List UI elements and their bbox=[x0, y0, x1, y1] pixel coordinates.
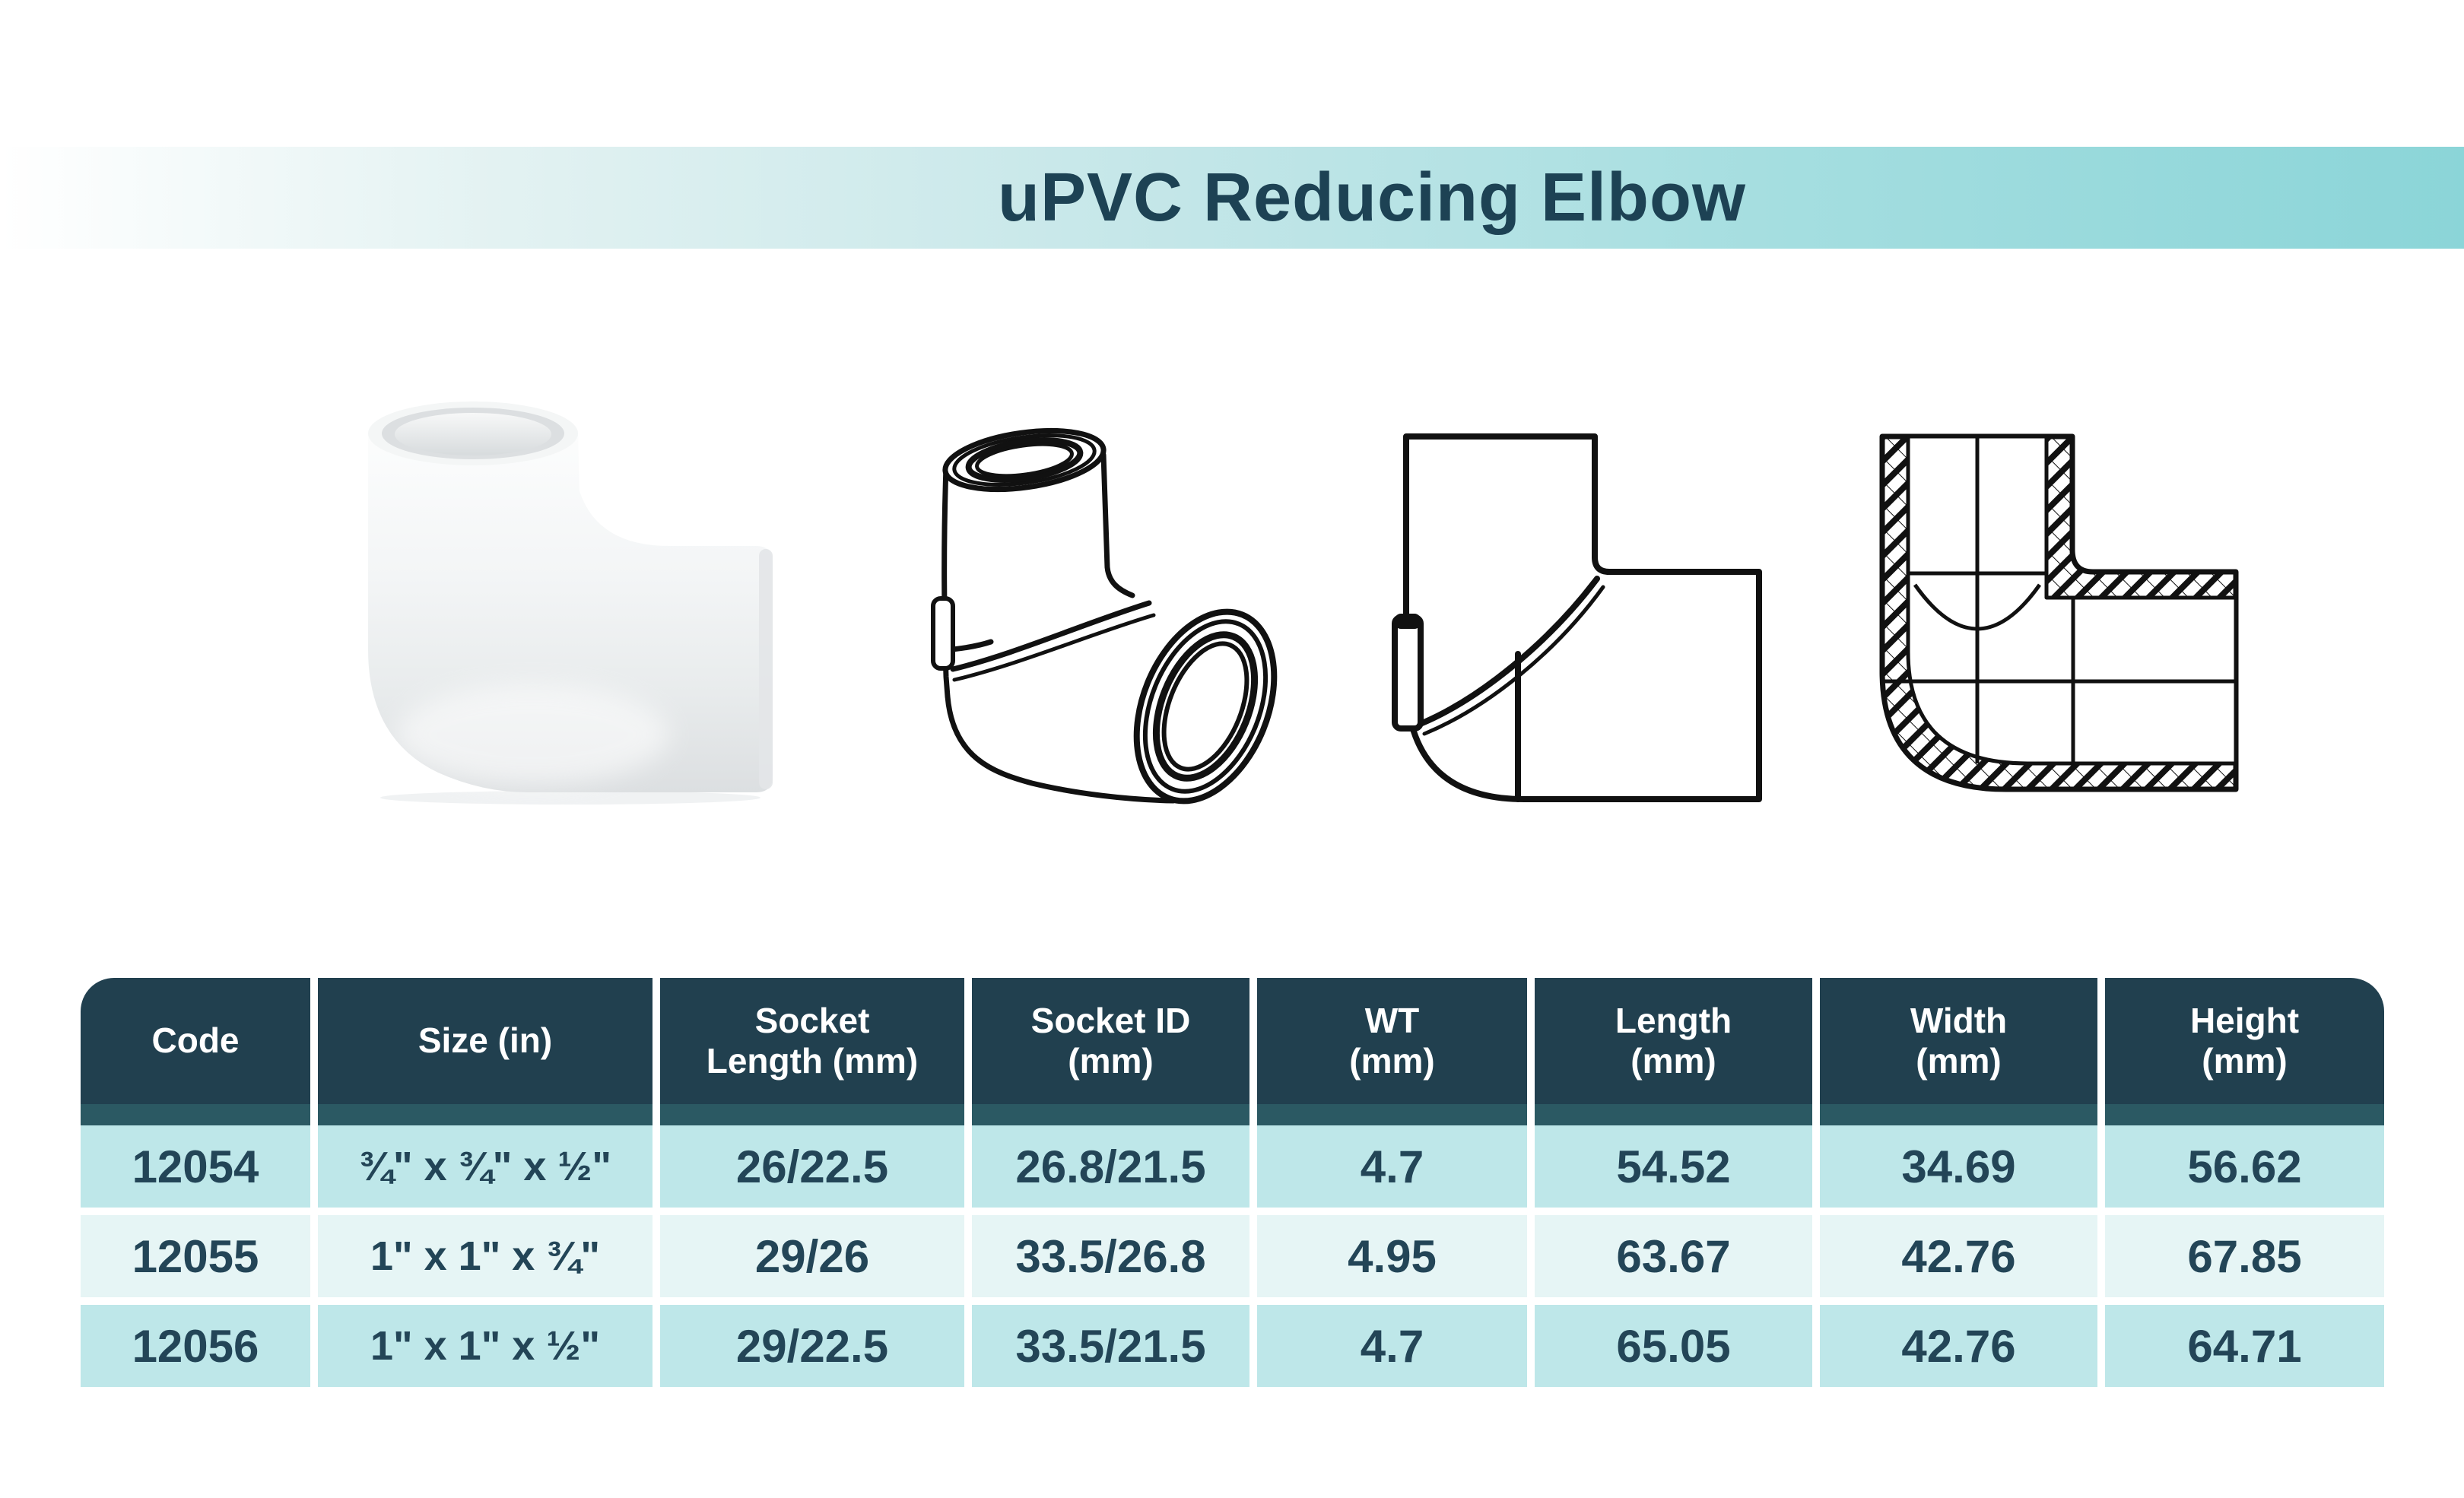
outline-transition-1 bbox=[950, 600, 1152, 672]
column-width: Width (mm) 34.69 42.76 42.76 bbox=[1820, 978, 2097, 1387]
header-label: (mm) bbox=[1630, 1041, 1716, 1081]
section-detail-lines bbox=[1882, 436, 2236, 763]
column-header: Height (mm) bbox=[2105, 978, 2384, 1104]
table-cell: 54.52 bbox=[1535, 1125, 1812, 1208]
product-photo-3d bbox=[342, 379, 783, 805]
table-cell: 42.76 bbox=[1820, 1305, 2097, 1387]
header-label: (mm) bbox=[1916, 1041, 2002, 1081]
table-cell: 4.7 bbox=[1257, 1305, 1527, 1387]
header-label: Size (in) bbox=[418, 1020, 553, 1061]
header-strip bbox=[318, 1104, 653, 1125]
header-label: (mm) bbox=[2202, 1041, 2288, 1081]
column-header: WT (mm) bbox=[1257, 978, 1527, 1104]
table-cell: 67.85 bbox=[2105, 1215, 2384, 1297]
table-cell: 33.5/26.8 bbox=[972, 1215, 1249, 1297]
table-cell: 12054 bbox=[81, 1125, 310, 1208]
header-label: (mm) bbox=[1068, 1041, 1154, 1081]
header-label: Length bbox=[1615, 1000, 1732, 1040]
table-cell: 26.8/21.5 bbox=[972, 1125, 1249, 1208]
column-code: Code 12054 12055 12056 bbox=[81, 978, 310, 1387]
outline-drawing bbox=[916, 418, 1289, 814]
table-cell: 42.76 bbox=[1820, 1215, 2097, 1297]
header-label: Socket ID bbox=[1030, 1000, 1191, 1040]
table-cell: 1" x 1" x ¾" bbox=[318, 1215, 653, 1297]
column-length: Length (mm) 54.52 63.67 65.05 bbox=[1535, 978, 1812, 1387]
table-cell: 34.69 bbox=[1820, 1125, 2097, 1208]
side-tab-cap bbox=[1395, 614, 1421, 629]
outline-top-opening bbox=[942, 427, 1107, 493]
cross-section-drawing bbox=[1871, 422, 2251, 802]
side-outline bbox=[1403, 433, 1762, 802]
header-label: Code bbox=[151, 1020, 240, 1061]
header-strip bbox=[1535, 1104, 1812, 1125]
column-header: Length (mm) bbox=[1535, 978, 1812, 1104]
side-transition-1 bbox=[1419, 576, 1600, 726]
side-tab bbox=[1392, 614, 1424, 732]
table-cell: 1" x 1" x ½" bbox=[318, 1305, 653, 1387]
header-strip bbox=[1257, 1104, 1527, 1125]
title-banner: uPVC Reducing Elbow bbox=[0, 147, 2464, 249]
column-wt: WT (mm) 4.7 4.95 4.7 bbox=[1257, 978, 1527, 1387]
table-cell: 29/22.5 bbox=[660, 1305, 964, 1387]
header-label: Length (mm) bbox=[706, 1041, 919, 1081]
outline-tab bbox=[931, 596, 955, 671]
table-cell: 29/26 bbox=[660, 1215, 964, 1297]
header-label: Height bbox=[2189, 1000, 2300, 1040]
column-socket-id: Socket ID (mm) 26.8/21.5 33.5/26.8 33.5/… bbox=[972, 978, 1249, 1387]
table-cell: 64.71 bbox=[2105, 1305, 2384, 1387]
outline-right-edge bbox=[1100, 452, 1135, 598]
table-cell: 63.67 bbox=[1535, 1215, 1812, 1297]
table-cell: 4.95 bbox=[1257, 1215, 1527, 1297]
table-cell: 12055 bbox=[81, 1215, 310, 1297]
outline-big-socket-opening bbox=[1133, 608, 1278, 805]
table-cell: 4.7 bbox=[1257, 1125, 1527, 1208]
table-cell: ¾" x ¾" x ½" bbox=[318, 1125, 653, 1208]
column-header: Socket ID (mm) bbox=[972, 978, 1249, 1104]
table-cell: 33.5/21.5 bbox=[972, 1305, 1249, 1387]
table-cell: 12056 bbox=[81, 1305, 310, 1387]
spec-table: Code 12054 12055 12056 Size (in) ¾" x ¾"… bbox=[81, 978, 2384, 1387]
header-strip bbox=[660, 1104, 964, 1125]
header-label: WT bbox=[1364, 1000, 1420, 1040]
elbow-shine bbox=[395, 684, 669, 785]
header-strip bbox=[972, 1104, 1249, 1125]
header-strip bbox=[2105, 1104, 2384, 1125]
column-socket-length: Socket Length (mm) 26/22.5 29/26 29/22.5 bbox=[660, 978, 964, 1387]
page-title: uPVC Reducing Elbow bbox=[997, 159, 1747, 236]
column-header: Code bbox=[81, 978, 310, 1104]
socket-mouth-face bbox=[759, 549, 773, 789]
table-cell: 26/22.5 bbox=[660, 1125, 964, 1208]
header-strip bbox=[1820, 1104, 2097, 1125]
top-socket-opening bbox=[368, 401, 578, 465]
table-cell: 65.05 bbox=[1535, 1305, 1812, 1387]
column-size: Size (in) ¾" x ¾" x ½" 1" x 1" x ¾" 1" x… bbox=[318, 978, 653, 1387]
header-label: Socket bbox=[754, 1000, 870, 1040]
column-height: Height (mm) 56.62 67.85 64.71 bbox=[2105, 978, 2384, 1387]
column-header: Size (in) bbox=[318, 978, 653, 1104]
side-profile-drawing bbox=[1392, 422, 1772, 811]
outline-transition-2 bbox=[952, 613, 1156, 682]
header-label: (mm) bbox=[1349, 1041, 1435, 1081]
column-header: Width (mm) bbox=[1820, 978, 2097, 1104]
column-header: Socket Length (mm) bbox=[660, 978, 964, 1104]
outline-bottom-bend bbox=[945, 693, 1176, 804]
photo-shadow bbox=[380, 791, 760, 805]
header-label: Width bbox=[1910, 1000, 2008, 1040]
side-transition-2 bbox=[1422, 585, 1605, 736]
table-cell: 56.62 bbox=[2105, 1125, 2384, 1208]
header-strip bbox=[81, 1104, 310, 1125]
